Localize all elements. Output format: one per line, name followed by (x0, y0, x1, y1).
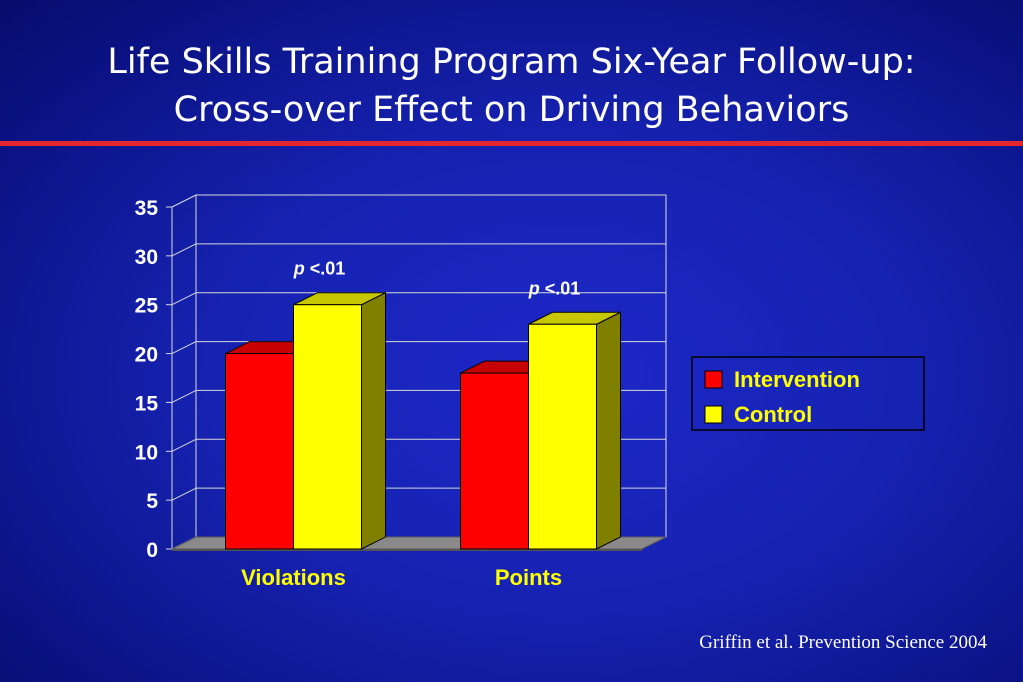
gridline-side (171, 438, 197, 452)
slide-title: Life Skills Training Program Six-Year Fo… (0, 38, 1023, 134)
slide-title-line-2: Cross-over Effect on Driving Behaviors (173, 90, 850, 130)
legend-box (691, 356, 925, 431)
y-tick-label: 15 (135, 392, 159, 415)
gridline-side (171, 389, 197, 403)
y-tick-label: 5 (146, 490, 158, 513)
chart-legend: Intervention Control (691, 356, 925, 431)
p-value-annotation: p <.01 (293, 259, 346, 279)
y-tick-label: 0 (146, 539, 158, 562)
p-value-annotation: p <.01 (528, 278, 581, 298)
y-tick-label: 25 (135, 295, 159, 318)
gridline-side (171, 341, 197, 355)
x-category-label: Points (495, 565, 562, 590)
gridline-side (171, 292, 197, 306)
gridline-side (171, 194, 197, 208)
y-tick-label: 10 (135, 441, 158, 464)
gridline-side (171, 243, 197, 257)
y-tick-label: 20 (135, 344, 158, 367)
legend-label-control: Control (734, 402, 812, 427)
bar-control-points (528, 311, 621, 550)
x-category-label: Violations (241, 565, 346, 590)
bar-control-violations (293, 291, 386, 550)
legend-label-intervention: Intervention (734, 367, 860, 392)
y-tick-label: 30 (135, 246, 158, 269)
y-tick-label: 35 (135, 197, 159, 220)
bar-side-face (361, 291, 386, 550)
gridline-side (171, 487, 197, 501)
legend-swatch-control (704, 405, 723, 424)
legend-swatch-intervention (704, 370, 723, 389)
bar-front-face (528, 323, 597, 550)
slide-title-line-1: Life Skills Training Program Six-Year Fo… (107, 42, 916, 82)
bar-front-face (460, 372, 529, 550)
citation: Griffin et al. Prevention Science 2004 (699, 632, 987, 653)
bar-front-face (293, 304, 362, 550)
bar-front-face (225, 353, 294, 550)
title-divider-rule (0, 141, 1023, 146)
bar-side-face (596, 311, 621, 550)
